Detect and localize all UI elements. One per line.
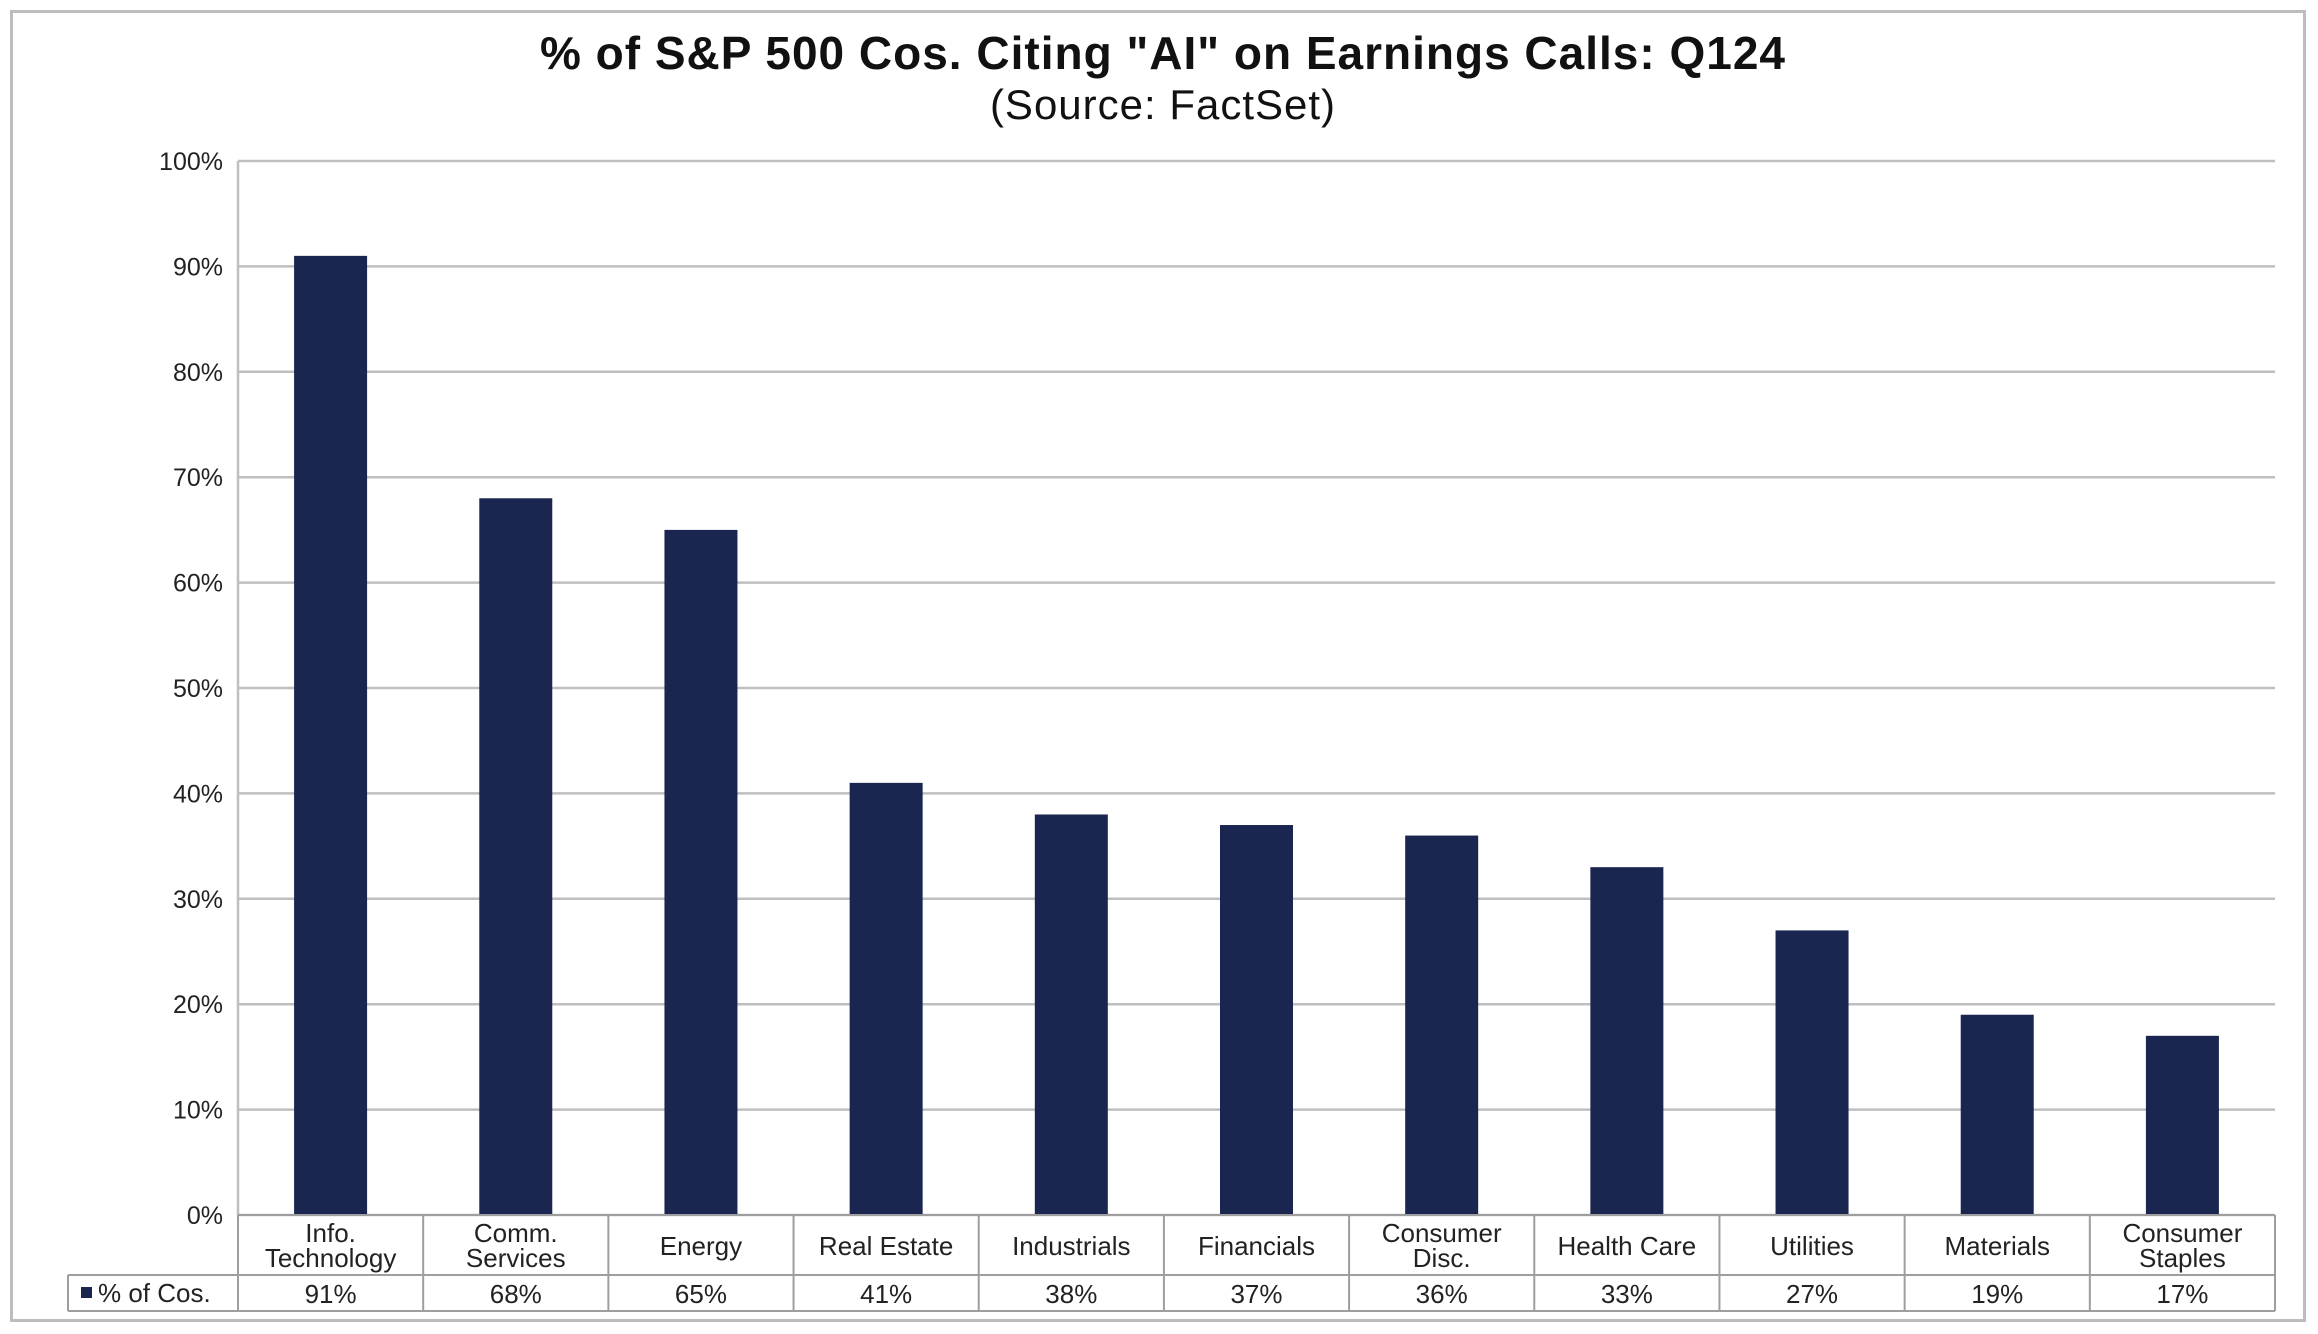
category-label: Info. Technology bbox=[265, 1218, 397, 1273]
category-label: Utilities bbox=[1770, 1231, 1854, 1261]
bar bbox=[849, 782, 923, 1215]
category-label: Industrials bbox=[1012, 1231, 1131, 1261]
y-tick-label: 70% bbox=[173, 464, 223, 492]
y-tick-label: 50% bbox=[173, 675, 223, 703]
value-label: 65% bbox=[675, 1279, 727, 1309]
category-label: Health Care bbox=[1557, 1231, 1696, 1261]
bar bbox=[294, 255, 368, 1216]
value-label: 17% bbox=[2156, 1279, 2208, 1309]
chart-title: % of S&P 500 Cos. Citing "AI" on Earning… bbox=[540, 27, 1786, 79]
value-label: 33% bbox=[1601, 1279, 1653, 1309]
value-label: 37% bbox=[1230, 1279, 1282, 1309]
category-label: Energy bbox=[660, 1231, 742, 1261]
y-tick-label: 0% bbox=[187, 1202, 223, 1230]
y-tick-label: 30% bbox=[173, 886, 223, 914]
y-tick-label: 100% bbox=[159, 148, 223, 176]
chart-subtitle: (Source: FactSet) bbox=[990, 81, 1336, 128]
data-table: Info. Technology Comm. Services Energy Real E… bbox=[67, 1214, 2276, 1312]
y-axis-ticks: 0% 10% 20% 30% 40% 50% 60% 70% 80% 90% 100% bbox=[159, 148, 223, 1230]
category-label: Comm. Services bbox=[466, 1218, 566, 1273]
value-label: 68% bbox=[490, 1279, 542, 1309]
bar-chart: % of S&P 500 Cos. Citing "AI" on Earning… bbox=[67, 27, 2276, 1312]
bar bbox=[1220, 825, 1293, 1215]
y-tick-label: 80% bbox=[173, 359, 223, 387]
y-tick-label: 90% bbox=[173, 253, 223, 281]
bar bbox=[1960, 1014, 2034, 1215]
value-label: 38% bbox=[1045, 1279, 1097, 1309]
legend-swatch bbox=[81, 1287, 92, 1298]
gridlines bbox=[236, 159, 2275, 1217]
category-label: Consumer Staples bbox=[2122, 1218, 2242, 1273]
bar bbox=[1590, 867, 1664, 1215]
value-label: 41% bbox=[860, 1279, 912, 1309]
bar bbox=[479, 498, 553, 1215]
value-label: 91% bbox=[305, 1279, 357, 1309]
value-label: 19% bbox=[1971, 1279, 2023, 1309]
bar bbox=[1405, 835, 1479, 1215]
value-label: 27% bbox=[1786, 1279, 1838, 1309]
bars bbox=[294, 255, 2219, 1216]
y-tick-label: 60% bbox=[173, 570, 223, 598]
y-tick-label: 40% bbox=[173, 780, 223, 808]
legend-series-name: % of Cos. bbox=[98, 1278, 211, 1308]
chart-frame: % of S&P 500 Cos. Citing "AI" on Earning… bbox=[10, 10, 2306, 1322]
category-label: Materials bbox=[1944, 1231, 2049, 1261]
y-tick-label: 10% bbox=[173, 1097, 223, 1125]
bar bbox=[664, 529, 738, 1215]
y-tick-label: 20% bbox=[173, 991, 223, 1019]
category-label: Real Estate bbox=[819, 1231, 953, 1261]
category-label: Consumer Disc. bbox=[1382, 1218, 1502, 1273]
bar bbox=[1775, 930, 1849, 1215]
category-label: Financials bbox=[1198, 1231, 1315, 1261]
value-label: 36% bbox=[1416, 1279, 1468, 1309]
bar bbox=[1034, 814, 1108, 1215]
bar bbox=[2145, 1035, 2219, 1215]
